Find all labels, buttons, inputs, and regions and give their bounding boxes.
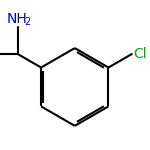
Text: Cl: Cl <box>133 47 147 61</box>
Text: 2: 2 <box>24 17 30 27</box>
Text: NH: NH <box>7 12 27 26</box>
